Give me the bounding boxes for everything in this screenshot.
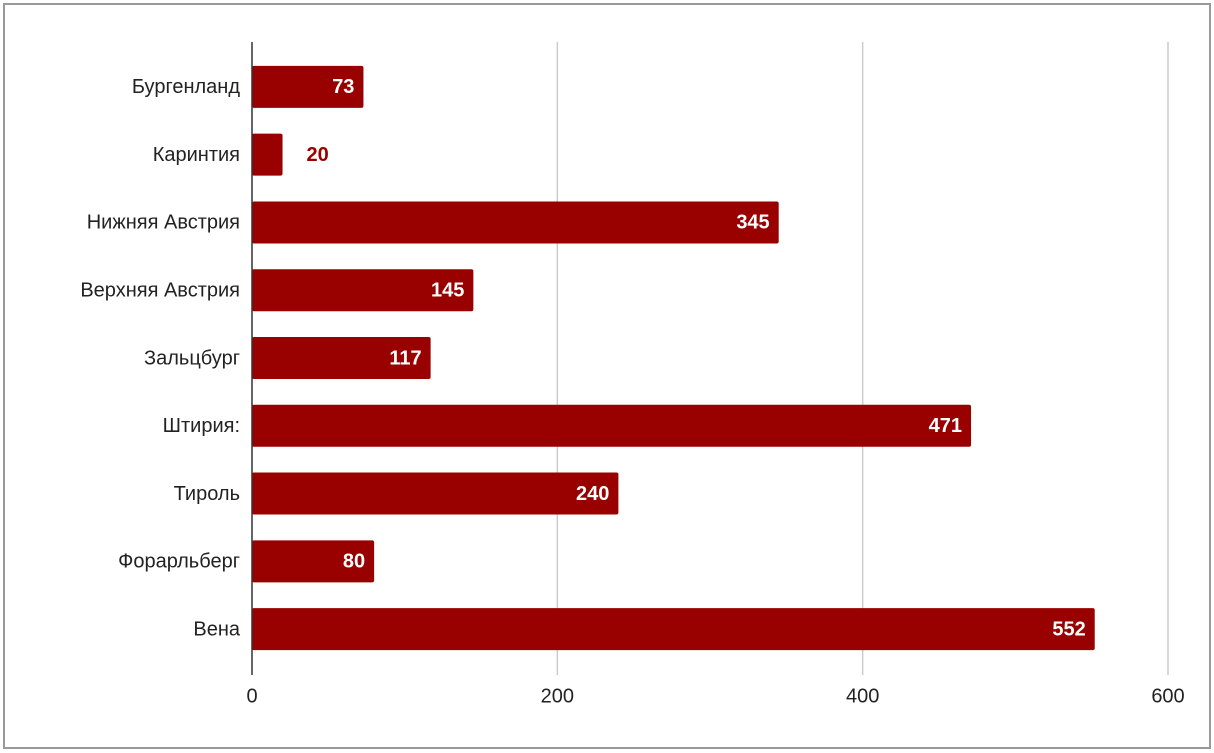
y-tick-label: Зальцбург [144,347,240,369]
x-tick-label: 600 [1151,685,1184,707]
bar [252,472,619,515]
bar [252,404,972,447]
bar [252,608,1095,651]
value-label: 80 [343,551,365,573]
y-tick-label: Вена [193,618,241,640]
value-label: 345 [736,212,769,234]
y-tick-label: Бургенланд [132,76,240,98]
x-tick-label: 200 [541,685,574,707]
bar [252,337,431,379]
bar [252,540,375,583]
bar [252,269,474,312]
value-label: 20 [307,144,329,166]
value-label: 117 [389,347,421,369]
bar [252,65,364,108]
value-label: 552 [1052,618,1085,640]
value-label: 471 [929,415,962,437]
y-tick-label: Каринтия [153,144,240,166]
x-tick-label: 400 [846,685,879,707]
bar [252,201,779,244]
value-label: 73 [332,76,354,98]
bar [252,133,283,176]
y-tick-label: Тироль [174,483,240,505]
x-tick-label: 0 [246,685,257,707]
y-tick-label: Штирия: [163,415,240,437]
y-tick-label: Верхняя Австрия [80,280,240,302]
y-tick-label: Форарльберг [118,551,240,573]
y-tick-label: Нижняя Австрия [87,212,240,234]
value-label: 240 [576,483,609,505]
value-label: 145 [431,280,464,302]
